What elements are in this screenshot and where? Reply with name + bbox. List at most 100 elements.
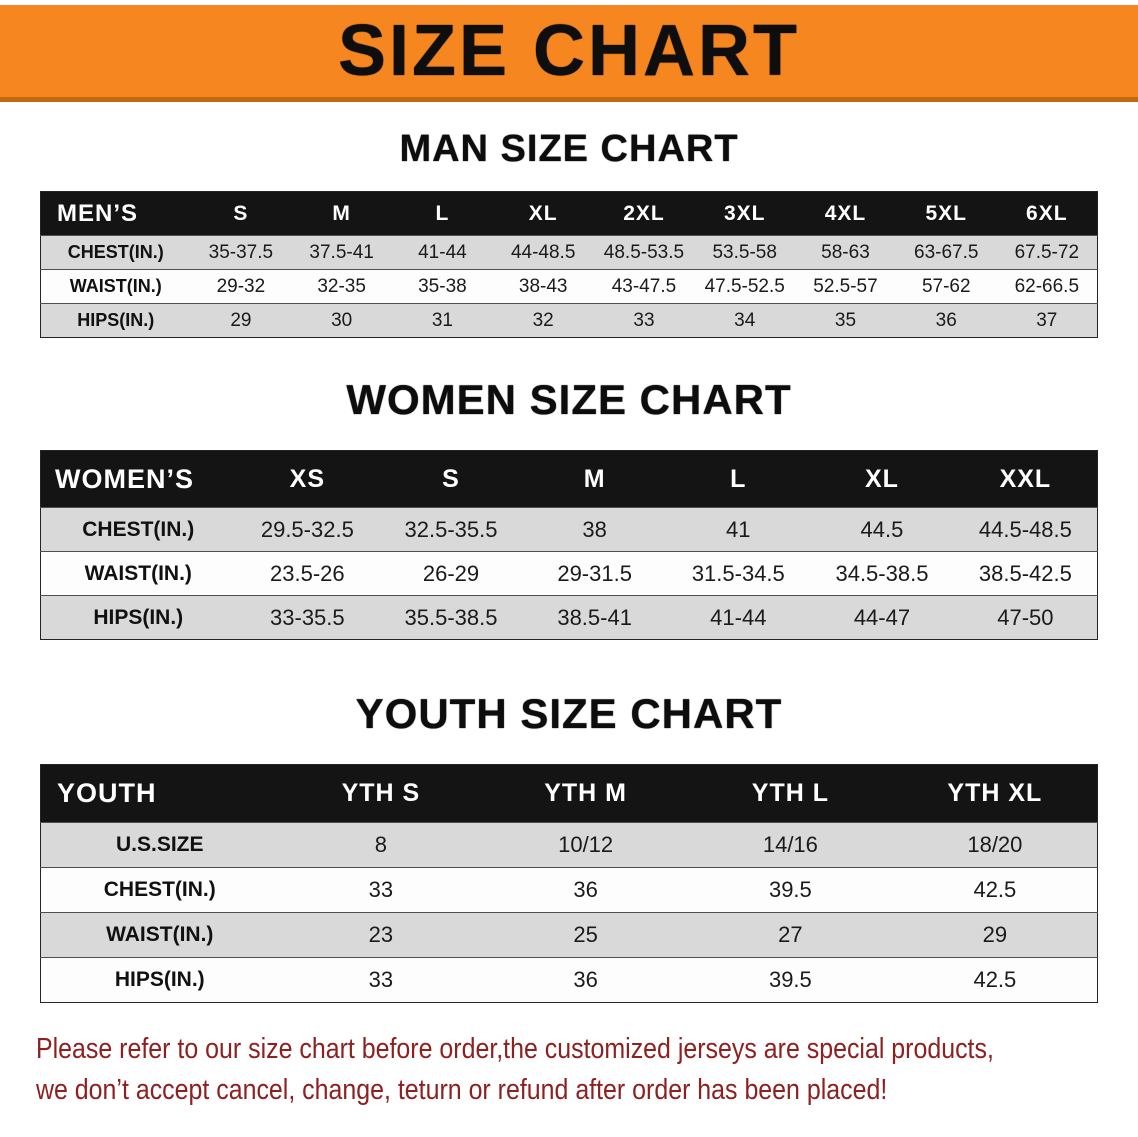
size-value-cell: 33-35.5 xyxy=(270,604,345,630)
disclaimer-line-1: Please refer to our size chart before or… xyxy=(36,1033,994,1065)
banner-title: SIZE CHART xyxy=(338,11,800,91)
table-header-row: YOUTH YTH S YTH M YTH L YTH XL xyxy=(40,764,1098,823)
size-value-cell: 33 xyxy=(368,877,394,902)
size-value-cell: 42.5 xyxy=(973,967,1017,992)
size-value-cell: 29.5-32.5 xyxy=(260,516,354,542)
size-value-cell: 38 xyxy=(582,516,607,542)
size-column-header: XL xyxy=(810,450,954,508)
size-column-header: 5XL xyxy=(895,191,997,236)
size-value-cell: 44.5 xyxy=(860,516,904,542)
measurement-row: HIPS(IN.) 33 36 39.5 42.5 xyxy=(40,957,1098,1003)
size-value-cell: 32-35 xyxy=(317,275,366,297)
row-label: CHEST(IN.) xyxy=(103,878,216,901)
table-header-group: MEN’S S M L XL 2XL 3XL 4XL 5XL 6XL xyxy=(40,191,1098,236)
size-value-cell: 29-31.5 xyxy=(557,560,632,586)
size-column-header: M xyxy=(522,450,667,508)
table-header-group: YOUTH YTH S YTH M YTH L YTH XL xyxy=(40,764,1098,823)
size-value-cell: 47-50 xyxy=(997,604,1054,630)
measurement-row: WAIST(IN.) 29-32 32-35 35-38 38-43 43-47.5 47.… xyxy=(40,269,1098,304)
size-column-header: XL xyxy=(492,191,594,236)
measurement-row: CHEST(IN.) 35-37.5 37.5-41 41-44 44-48.5 48.5… xyxy=(40,235,1098,270)
size-value-cell: 35-37.5 xyxy=(208,241,274,263)
row-label: CHEST(IN.) xyxy=(82,517,195,541)
size-value-cell: 29 xyxy=(982,922,1008,947)
table-corner-label: WOMEN’S xyxy=(40,450,236,508)
table-body: CHEST(IN.) 29.5-32.5 32.5-35.5 38 41 44.5 44.5… xyxy=(40,507,1098,640)
size-column-header: M xyxy=(291,191,393,236)
size-value-cell: 48.5-53.5 xyxy=(603,241,685,263)
row-label: WAIST(IN.) xyxy=(106,923,214,946)
disclaimer-line-2: we don’t accept cancel, change, teturn o… xyxy=(36,1074,888,1106)
size-column-header: XXL xyxy=(953,450,1098,508)
women-size-section: WOMEN SIZE CHART WOMEN’S XS S M L XL XXL CHEST(… xyxy=(0,376,1138,640)
measurement-row: U.S.SIZE 8 10/12 14/16 18/20 xyxy=(40,822,1098,868)
measurement-row: WAIST(IN.) 23.5-26 26-29 29-31.5 31.5-34.5 34… xyxy=(40,551,1098,596)
measurement-row: HIPS(IN.) 33-35.5 35.5-38.5 38.5-41 41-44 44-… xyxy=(40,595,1098,640)
size-column-header: L xyxy=(392,191,493,236)
size-value-cell: 35 xyxy=(834,309,857,331)
size-value-cell: 62-66.5 xyxy=(1014,275,1080,297)
size-value-cell: 26-29 xyxy=(422,560,480,586)
size-column-header: L xyxy=(666,450,811,508)
size-value-cell: 34.5-38.5 xyxy=(835,560,929,586)
size-value-cell: 37 xyxy=(1036,309,1058,331)
size-value-cell: 58-63 xyxy=(821,241,870,263)
row-label: HIPS(IN.) xyxy=(77,310,155,330)
row-label: HIPS(IN.) xyxy=(114,968,205,991)
youth-size-table: YOUTH YTH S YTH M YTH L YTH XL U.S.SIZE 8 10/12… xyxy=(40,764,1098,1003)
size-value-cell: 39.5 xyxy=(768,967,812,992)
size-value-cell: 36 xyxy=(573,967,598,992)
table-corner-label: MEN’S xyxy=(40,191,191,236)
size-value-cell: 41-44 xyxy=(418,241,467,263)
size-value-cell: 30 xyxy=(331,309,353,331)
size-value-cell: 34 xyxy=(734,309,756,331)
size-value-cell: 37.5-41 xyxy=(309,241,374,263)
table-header-row: WOMEN’S XS S M L XL XXL xyxy=(40,450,1098,508)
row-label: U.S.SIZE xyxy=(115,833,204,856)
size-value-cell: 31.5-34.5 xyxy=(691,560,785,586)
row-label: CHEST(IN.) xyxy=(67,242,164,262)
table-header-row: MEN’S S M L XL 2XL 3XL 4XL 5XL 6XL xyxy=(40,191,1098,236)
row-label: WAIST(IN.) xyxy=(84,561,192,585)
size-value-cell: 44.5-48.5 xyxy=(978,516,1072,542)
size-value-cell: 35-38 xyxy=(418,275,467,297)
size-chart-page: SIZE CHART MAN SIZE CHART MEN’S S M L XL 2XL 3… xyxy=(0,5,1138,1111)
size-value-cell: 39.5 xyxy=(768,877,812,902)
size-value-cell: 14/16 xyxy=(762,832,818,857)
size-value-cell: 29 xyxy=(230,309,252,331)
table-body: U.S.SIZE 8 10/12 14/16 18/20 CHEST(IN.) 33 36 39… xyxy=(40,822,1098,1003)
size-column-header: XS xyxy=(235,450,380,508)
size-value-cell: 41-44 xyxy=(710,604,767,630)
size-value-cell: 36 xyxy=(935,309,957,331)
size-column-header: 6XL xyxy=(996,191,1098,236)
size-value-cell: 41 xyxy=(726,516,751,542)
size-column-header: YTH L xyxy=(688,764,893,823)
table-body: CHEST(IN.) 35-37.5 37.5-41 41-44 44-48.5 48.5… xyxy=(40,235,1098,338)
size-value-cell: 53.5-58 xyxy=(712,241,777,263)
size-value-cell: 35.5-38.5 xyxy=(404,604,498,630)
size-column-header: YTH M xyxy=(483,764,688,823)
size-column-header: 3XL xyxy=(694,191,796,236)
measurement-row: CHEST(IN.) 29.5-32.5 32.5-35.5 38 41 44.5 44.5… xyxy=(40,507,1098,552)
size-value-cell: 42.5 xyxy=(973,877,1017,902)
size-value-cell: 32 xyxy=(532,309,554,331)
youth-size-chart-title: YOUTH SIZE CHART xyxy=(355,690,783,737)
size-column-header: YTH S xyxy=(278,764,484,823)
men-size-section: MAN SIZE CHART MEN’S S M L XL 2XL 3XL 4XL 5XL 6XL… xyxy=(0,128,1138,338)
size-value-cell: 18/20 xyxy=(967,832,1023,857)
womens-size-table: WOMEN’S XS S M L XL XXL CHEST(IN.) 29.5-32.5 32.5… xyxy=(40,450,1098,640)
size-value-cell: 52.5-57 xyxy=(813,275,878,297)
size-value-cell: 44-48.5 xyxy=(510,241,576,263)
size-value-cell: 33 xyxy=(368,967,394,992)
size-value-cell: 23 xyxy=(368,922,394,947)
size-value-cell: 33 xyxy=(633,309,655,331)
size-column-header: YTH XL xyxy=(892,764,1098,823)
order-disclaimer: Please refer to our size chart before or… xyxy=(36,1029,1138,1111)
size-value-cell: 36 xyxy=(573,877,598,902)
measurement-row: HIPS(IN.) 29 30 31 32 33 34 35 36 37 xyxy=(40,303,1098,338)
size-value-cell: 23.5-26 xyxy=(270,560,345,586)
size-value-cell: 67.5-72 xyxy=(1014,241,1080,263)
row-label: WAIST(IN.) xyxy=(69,276,162,296)
size-value-cell: 38.5-41 xyxy=(557,604,632,630)
row-label: HIPS(IN.) xyxy=(93,605,184,629)
